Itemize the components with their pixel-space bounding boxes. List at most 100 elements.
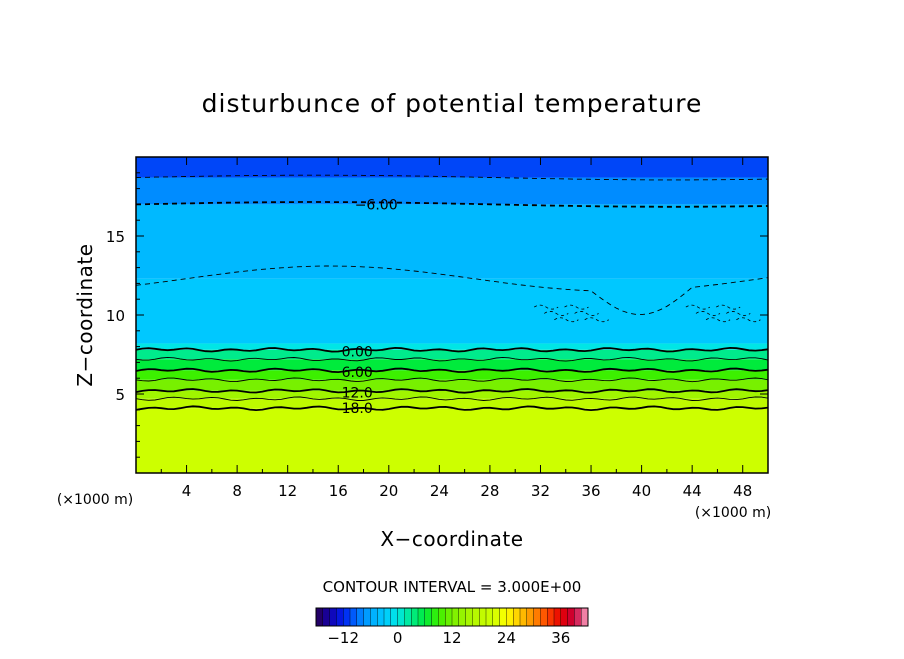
x-tick-label: 24	[430, 482, 449, 500]
colorbar-cell	[404, 607, 412, 627]
contour-cell	[554, 317, 579, 323]
contour-cell	[533, 304, 559, 310]
contour-cell	[695, 311, 721, 316]
colorbar-cell	[363, 607, 371, 627]
colorbar-cell	[540, 607, 548, 627]
contour-line	[136, 356, 768, 362]
contour-cell	[574, 311, 599, 316]
contour-cell	[584, 317, 609, 323]
contour-label: 6.00	[342, 365, 373, 381]
contour-labels: −6.00 0.00 6.00 12.018.0	[342, 197, 398, 417]
field-band	[136, 177, 768, 205]
field-band	[136, 204, 768, 279]
field-band	[136, 379, 768, 391]
contour-label: 18.0	[342, 401, 373, 417]
colorbar-cell	[547, 607, 555, 627]
colorbar-tick-label: 24	[497, 629, 516, 647]
contour-lines	[136, 174, 768, 412]
colorbar-cell	[574, 607, 582, 627]
colorbar-cell	[465, 607, 473, 627]
contour-interval-text: CONTOUR INTERVAL = 3.000E+00	[323, 578, 582, 596]
x-tick-label: 12	[278, 482, 297, 500]
colorbar-cell	[411, 607, 419, 627]
colorbar-cell	[533, 607, 541, 627]
colorbar-tick-label: 0	[393, 629, 403, 647]
contour-line	[136, 174, 768, 181]
field-band	[136, 370, 768, 380]
field-band	[136, 398, 768, 409]
contour-line	[136, 201, 768, 208]
x-axis-label: X−coordinate	[380, 527, 523, 551]
contour-line	[136, 396, 768, 401]
colorbar-cell	[479, 607, 487, 627]
contour-cell	[685, 304, 711, 310]
colorbar-cell	[322, 607, 331, 627]
colorbar-cell	[445, 607, 453, 627]
colorbar-cell	[349, 607, 358, 627]
colorbar-cell	[553, 607, 562, 627]
colorbar-cell	[431, 607, 439, 627]
x-tick-label: 28	[480, 482, 499, 500]
colorbar-cell	[560, 607, 569, 627]
x-tick-label: 20	[379, 482, 398, 500]
colorbar-cell	[397, 607, 405, 627]
colorbar-cell	[472, 607, 480, 627]
y-tick-label: 5	[115, 386, 125, 404]
colorbar-cell	[485, 607, 494, 627]
colorbar: −12 0 12 24 36	[315, 607, 589, 647]
colorbar-cell	[519, 607, 528, 627]
field-band	[136, 278, 768, 344]
colorbar-cell	[336, 607, 344, 627]
colorbar-cell	[356, 607, 365, 627]
contour-line	[136, 265, 768, 316]
contour-cell	[726, 311, 751, 316]
contour-cell	[564, 304, 589, 310]
colorbar-frame	[315, 607, 589, 627]
colorbar-tick-label: −12	[327, 629, 359, 647]
x-tick-label: 48	[733, 482, 752, 500]
x-tick-label: 4	[182, 482, 192, 500]
contour-label: 12.0	[342, 385, 373, 401]
y-tick-label: 10	[106, 307, 125, 325]
colorbar-cell	[343, 607, 351, 627]
contour-cell	[544, 311, 569, 316]
contour-label: −6.00	[355, 197, 398, 213]
colorbar-cell	[370, 607, 378, 627]
contour-line	[136, 388, 768, 394]
contour-line	[136, 346, 768, 353]
colorbar-cell	[513, 607, 521, 627]
contour-line	[136, 367, 768, 374]
colorbar-cell	[377, 607, 385, 627]
colorbar-tick-label: 36	[551, 629, 570, 647]
colorbar-cell	[492, 607, 501, 627]
chart-title: disturbunce of potential temperature	[202, 89, 703, 118]
x-unit-left: (×1000 m)	[57, 492, 133, 508]
field-band	[136, 390, 768, 399]
y-axis-label: Z−coordinate	[73, 243, 97, 386]
colorbar-cell	[567, 607, 575, 627]
colorbar-cell	[390, 607, 399, 627]
colorbar-cell	[499, 607, 507, 627]
contour-fill	[136, 157, 768, 473]
x-tick-label: 44	[683, 482, 702, 500]
colorbar-cell	[526, 607, 535, 627]
colorbar-tick-label: 12	[442, 629, 461, 647]
field-band	[136, 359, 768, 371]
colorbar-cell	[424, 607, 433, 627]
colorbar-cell	[417, 607, 426, 627]
colorbar-cell	[506, 607, 514, 627]
contour-cell	[705, 317, 731, 323]
x-tick-label: 36	[581, 482, 600, 500]
colorbar-cell	[315, 607, 324, 627]
x-tick-label: 40	[632, 482, 651, 500]
contour-cell	[736, 317, 761, 323]
x-tick-label: 8	[232, 482, 242, 500]
field-band	[136, 343, 768, 350]
x-unit-right: (×1000 m)	[695, 505, 771, 521]
x-tick-label: 32	[531, 482, 550, 500]
contour-line	[136, 377, 768, 383]
colorbar-cell	[451, 607, 460, 627]
